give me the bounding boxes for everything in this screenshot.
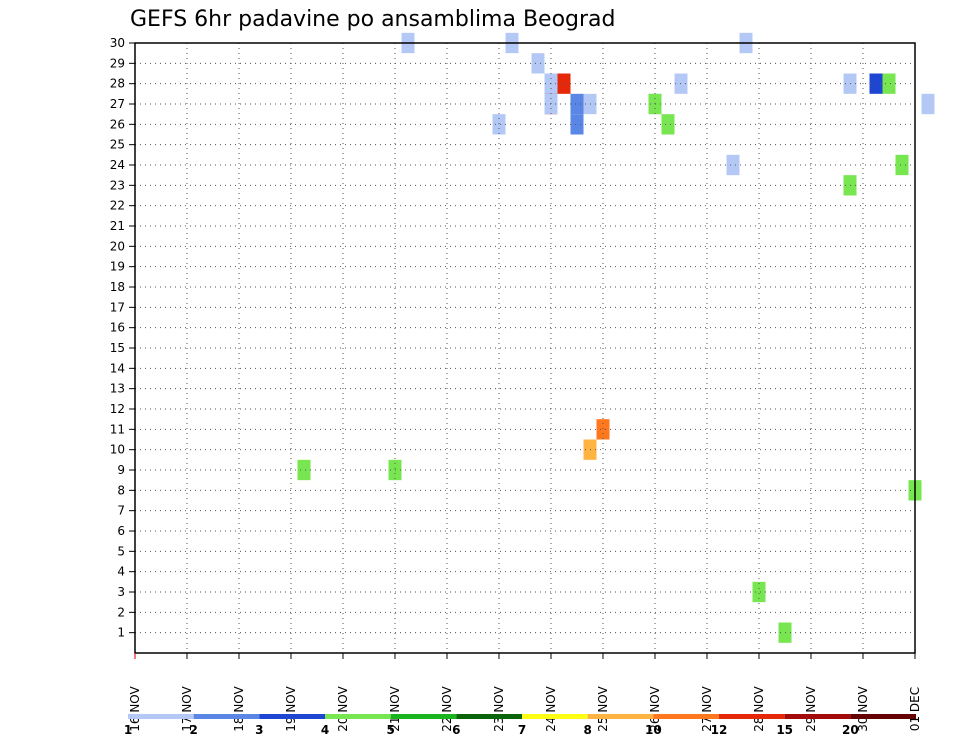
colorbar-label: 4: [321, 723, 329, 737]
colorbar-label: 2: [189, 723, 197, 737]
x-tick-label: 01 DEC: [908, 687, 922, 731]
y-tick-label: 15: [110, 341, 125, 355]
colorbar-label: 10: [645, 723, 662, 737]
y-tick-label: 27: [110, 97, 125, 111]
y-tick-label: 5: [117, 544, 125, 558]
y-axis: 1234567891011121314151617181920212223242…: [110, 36, 135, 640]
y-tick-label: 9: [117, 463, 125, 477]
x-tick-label: 20 NOV: [336, 685, 350, 731]
y-tick-label: 1: [117, 626, 125, 640]
y-tick-label: 7: [117, 504, 125, 518]
precip-cell: [752, 581, 766, 603]
precip-cell: [726, 154, 740, 176]
y-tick-label: 19: [110, 260, 125, 274]
y-tick-label: 16: [110, 321, 125, 335]
y-tick-label: 2: [117, 605, 125, 619]
colorbar-swatch: [390, 714, 457, 719]
precip-cell: [570, 93, 584, 115]
x-tick-label: 25 NOV: [596, 685, 610, 731]
y-tick-label: 20: [110, 239, 125, 253]
x-axis: 16 NOV 17 NOV 18 NOV 19 NOV 20 NOV 21 NOV 22 N…: [128, 653, 922, 732]
x-tick-label: 19 NOV: [284, 685, 298, 731]
x-tick-label: 27 NOV: [700, 685, 714, 731]
y-tick-label: 8: [117, 483, 125, 497]
precip-cell: [297, 459, 311, 481]
precipitation-cells: [297, 32, 935, 643]
colorbar-label: 7: [518, 723, 526, 737]
y-tick-label: 18: [110, 280, 125, 294]
y-tick-label: 26: [110, 117, 125, 131]
precip-cell: [661, 114, 675, 135]
colorbar-swatch: [784, 714, 851, 719]
colorbar-label: 3: [255, 723, 263, 737]
precip-cell: [596, 419, 610, 440]
chart-title: GEFS 6hr padavine po ansamblima Beograd: [130, 7, 616, 32]
x-tick-label: 16 NOV: [128, 685, 142, 731]
colorbar-swatch: [587, 714, 654, 719]
colorbar-swatch: [850, 714, 916, 719]
x-tick-label: 30 NOV: [856, 685, 870, 731]
y-tick-label: 21: [110, 219, 125, 233]
y-tick-label: 13: [110, 382, 125, 396]
y-tick-label: 23: [110, 178, 125, 192]
y-tick-label: 22: [110, 199, 125, 213]
precip-cell: [492, 114, 506, 135]
x-tick-label: 18 NOV: [232, 685, 246, 731]
y-tick-label: 30: [110, 36, 125, 50]
x-tick-label: 22 NOV: [440, 685, 454, 731]
y-tick-label: 25: [110, 138, 125, 152]
y-tick-label: 24: [110, 158, 125, 172]
colorbar-label: 12: [711, 723, 728, 737]
y-tick-label: 14: [110, 361, 125, 375]
colorbar-swatch: [719, 714, 785, 719]
y-tick-label: 4: [117, 565, 125, 579]
colorbar-swatch: [193, 714, 260, 719]
colorbar: 1 2 3 4 5 6 7 8 10 12 15 20: [124, 714, 916, 737]
colorbar-label: 8: [583, 723, 591, 737]
y-tick-label: 29: [110, 56, 125, 70]
precip-cell: [895, 154, 909, 176]
precip-cell: [557, 73, 571, 94]
colorbar-label: 20: [842, 723, 859, 737]
x-tick-label: 26 NOV: [648, 685, 662, 731]
x-tick-label: 24 NOV: [544, 685, 558, 731]
colorbar-swatch: [325, 714, 391, 719]
colorbar-swatch: [456, 714, 522, 719]
colorbar-label: 15: [776, 723, 793, 737]
colorbar-label: 5: [386, 723, 394, 737]
y-tick-label: 11: [110, 422, 125, 436]
x-tick-label: 21 NOV: [388, 685, 402, 731]
colorbar-swatch: [259, 714, 325, 719]
colorbar-label: 1: [124, 723, 132, 737]
precip-cell: [531, 53, 545, 74]
x-tick-label: 28 NOV: [752, 685, 766, 731]
y-tick-label: 28: [110, 77, 125, 91]
colorbar-swatch: [128, 714, 194, 719]
grid-lines: [135, 42, 915, 653]
x-tick-label: 29 NOV: [804, 685, 818, 731]
precip-cell: [570, 114, 584, 135]
colorbar-swatch: [522, 714, 588, 719]
precip-cell: [882, 73, 896, 94]
y-tick-label: 17: [110, 300, 125, 314]
colorbar-label: 6: [452, 723, 460, 737]
x-tick-label: 17 NOV: [180, 685, 194, 731]
y-tick-label: 12: [110, 402, 125, 416]
y-tick-label: 10: [110, 443, 125, 457]
precip-cell: [921, 93, 935, 115]
colorbar-swatch: [653, 714, 719, 719]
y-tick-label: 3: [117, 585, 125, 599]
x-tick-label: 23 NOV: [492, 685, 506, 731]
y-tick-label: 6: [117, 524, 125, 538]
